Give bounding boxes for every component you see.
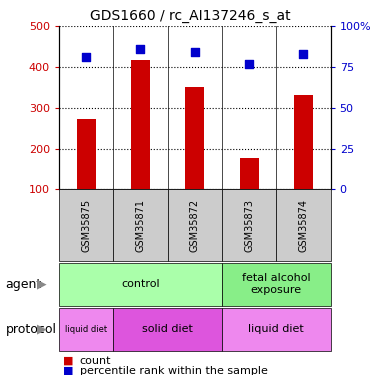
Text: ▶: ▶ — [37, 278, 47, 291]
Bar — [113, 308, 222, 351]
Bar — [222, 308, 331, 351]
Text: GDS1660 / rc_AI137246_s_at: GDS1660 / rc_AI137246_s_at — [90, 9, 290, 23]
Text: liquid diet: liquid diet — [65, 324, 107, 334]
Bar — [59, 262, 222, 306]
Point — [192, 50, 198, 55]
Bar — [239, 158, 259, 189]
Bar — [76, 119, 96, 189]
Bar — [113, 189, 168, 261]
Text: agent: agent — [6, 278, 42, 291]
Bar — [131, 60, 150, 189]
Text: count: count — [80, 356, 111, 366]
Point — [138, 46, 144, 52]
Point — [301, 51, 307, 57]
Text: ■: ■ — [63, 356, 73, 366]
Bar — [59, 189, 113, 261]
Text: GSM35872: GSM35872 — [190, 198, 200, 252]
Bar — [294, 95, 313, 189]
Text: GSM35873: GSM35873 — [244, 198, 254, 252]
Text: GSM35871: GSM35871 — [135, 198, 146, 252]
Text: protocol: protocol — [6, 322, 57, 336]
Text: percentile rank within the sample: percentile rank within the sample — [80, 366, 268, 375]
Text: solid diet: solid diet — [142, 324, 193, 334]
Bar — [222, 262, 331, 306]
Bar — [168, 189, 222, 261]
Bar — [185, 87, 204, 189]
Text: GSM35874: GSM35874 — [298, 198, 309, 252]
Bar — [222, 189, 276, 261]
Text: ▶: ▶ — [37, 322, 47, 336]
Bar — [59, 308, 113, 351]
Point — [246, 61, 252, 67]
Text: control: control — [121, 279, 160, 289]
Text: fetal alcohol
exposure: fetal alcohol exposure — [242, 273, 310, 295]
Text: GSM35875: GSM35875 — [81, 198, 91, 252]
Bar — [276, 189, 331, 261]
Text: liquid diet: liquid diet — [249, 324, 304, 334]
Point — [83, 54, 89, 60]
Text: ■: ■ — [63, 366, 73, 375]
